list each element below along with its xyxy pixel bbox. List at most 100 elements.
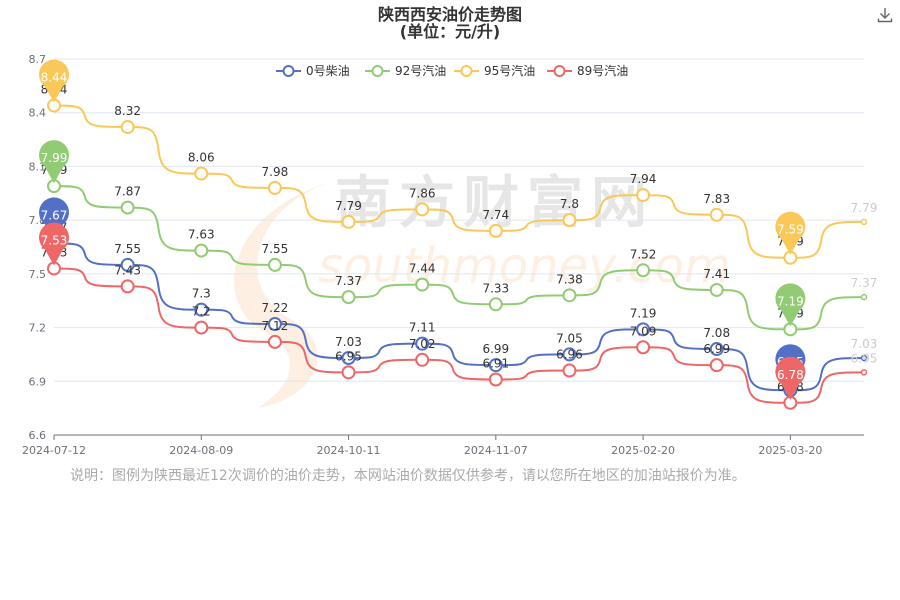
data-point	[267, 334, 282, 349]
data-point	[415, 352, 430, 367]
data-label: 7.08	[703, 326, 730, 340]
data-point	[636, 263, 651, 278]
data-point	[267, 257, 282, 272]
data-point	[194, 302, 209, 317]
max-marker: 7.67	[39, 197, 70, 241]
y-tick-label: 6.6	[29, 429, 47, 442]
data-label: 7.87	[114, 185, 141, 199]
legend-marker	[553, 65, 566, 77]
data-label: 7.55	[114, 242, 141, 256]
data-label: 7.8	[560, 197, 579, 211]
data-point	[709, 342, 724, 357]
data-label: 7.79	[335, 199, 362, 213]
y-tick-label: 8.4	[29, 107, 47, 120]
x-tick-label: 2024-07-12	[22, 444, 86, 457]
data-label: 7.19	[630, 306, 657, 320]
y-tick-label: 7.5	[29, 268, 47, 281]
pin-shape	[775, 356, 806, 400]
data-point	[415, 202, 430, 217]
data-point	[267, 316, 282, 331]
data-label: 7.38	[556, 272, 583, 286]
series-line	[53, 267, 865, 404]
data-label: 7.37	[335, 274, 362, 288]
data-point	[709, 282, 724, 297]
data-point	[488, 223, 503, 238]
x-tick-label: 2025-03-20	[758, 444, 822, 457]
data-point	[415, 277, 430, 292]
data-point	[194, 243, 209, 258]
pin-shape	[775, 283, 806, 327]
data-label: 7.44	[409, 262, 436, 276]
pin-label: 6.78	[777, 368, 804, 382]
pin-label: 8.44	[41, 71, 68, 85]
data-label: 6.95	[335, 349, 362, 363]
data-point	[341, 214, 356, 229]
data-point	[636, 322, 651, 337]
min-marker: 7.19	[775, 283, 806, 327]
data-label: 6.91	[482, 356, 509, 370]
x-tick-label: 2024-10-11	[317, 444, 381, 457]
data-label: 7.22	[262, 301, 289, 315]
download-icon[interactable]	[876, 6, 894, 24]
data-point	[341, 351, 356, 366]
legend-marker	[371, 65, 384, 77]
data-label: 8.32	[114, 104, 141, 118]
series-95号汽油: 8.448.328.067.987.797.867.747.87.947.837…	[41, 83, 877, 265]
data-point	[709, 358, 724, 373]
data-label: 7.63	[188, 228, 215, 242]
pin-label: 7.53	[41, 233, 68, 247]
data-label: 7.03	[335, 335, 362, 349]
max-marker: 7.99	[39, 140, 70, 184]
series-line	[53, 242, 865, 392]
data-point	[341, 365, 356, 380]
x-tick-label: 2024-11-07	[464, 444, 528, 457]
data-label: 7.52	[630, 247, 657, 261]
data-label: 8.06	[188, 151, 215, 165]
pin-label: 7.99	[41, 151, 68, 165]
data-point	[120, 257, 135, 272]
data-label: 7.98	[262, 165, 289, 179]
data-point	[562, 347, 577, 362]
data-point	[562, 288, 577, 303]
data-point	[194, 166, 209, 181]
data-point	[488, 358, 503, 373]
x-tick-label: 2024-08-09	[169, 444, 233, 457]
data-label: 6.99	[703, 342, 730, 356]
watermark-text-en: southmoney.com	[318, 238, 731, 294]
y-tick-label: 8.7	[29, 53, 47, 66]
data-label: 7.74	[482, 208, 509, 222]
data-point	[860, 293, 868, 301]
data-point	[120, 120, 135, 135]
chart-subtitle: (单位：元/升)	[399, 22, 501, 41]
series-89号汽油: 7.537.437.27.126.957.026.916.967.096.996…	[41, 245, 877, 410]
data-label: 7.05	[556, 331, 583, 345]
y-tick-label: 6.9	[29, 375, 47, 388]
pin-label: 7.67	[41, 208, 68, 222]
data-label: 7.3	[192, 287, 211, 301]
data-label: 7.55	[262, 242, 289, 256]
pin-label: 7.19	[777, 294, 804, 308]
legend-marker	[282, 65, 295, 77]
data-label: 7.43	[114, 263, 141, 277]
data-point	[636, 188, 651, 203]
data-point	[860, 354, 868, 362]
legend: 0号柴油 92号汽油 95号汽油 89号汽油	[276, 63, 628, 78]
min-marker: 6.78	[775, 356, 806, 400]
data-label: 7.37	[851, 276, 878, 290]
data-point	[562, 363, 577, 378]
x-tick-label: 2025-02-20	[611, 444, 675, 457]
y-tick-label: 7.2	[29, 322, 47, 335]
legend-label: 0号柴油	[306, 64, 350, 78]
data-label: 7.83	[703, 192, 730, 206]
data-label: 7.09	[630, 324, 657, 338]
data-point	[488, 297, 503, 312]
data-label: 6.99	[482, 342, 509, 356]
data-label: 7.2	[192, 305, 211, 319]
watermark-swoosh	[233, 178, 345, 408]
legend-label: 95号汽油	[484, 63, 535, 78]
data-label: 7.86	[409, 186, 436, 200]
data-point	[636, 340, 651, 355]
data-point	[194, 320, 209, 335]
